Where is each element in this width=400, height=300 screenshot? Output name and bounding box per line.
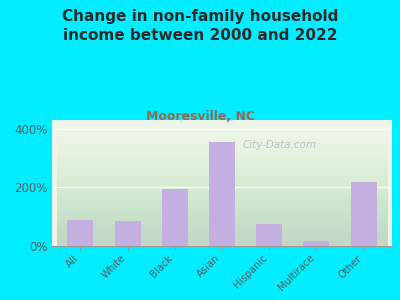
Bar — [304, 241, 330, 246]
Text: Change in non-family household
income between 2000 and 2022: Change in non-family household income be… — [62, 9, 338, 43]
Bar — [256, 224, 282, 246]
Bar — [67, 220, 93, 246]
Bar — [162, 189, 188, 246]
Bar — [114, 221, 140, 246]
Bar — [351, 182, 377, 246]
Bar — [209, 142, 235, 246]
Text: Mooresville, NC: Mooresville, NC — [146, 110, 254, 122]
Text: City-Data.com: City-Data.com — [243, 140, 317, 150]
